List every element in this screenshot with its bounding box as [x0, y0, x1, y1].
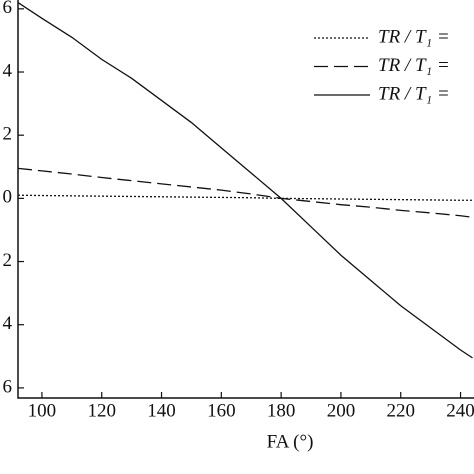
legend-label: TR / T₁ =	[378, 26, 450, 47]
x-tick-label: 160	[207, 400, 236, 421]
y-tick-label: 6	[3, 376, 13, 397]
y-tick-label: 4	[3, 313, 13, 334]
series-line	[17, 1, 473, 359]
x-tick-label: 200	[327, 400, 356, 421]
x-tick-label: 220	[386, 400, 415, 421]
x-tick-label: 240	[446, 400, 474, 421]
y-tick-label: 0	[3, 187, 13, 208]
x-tick-label: 140	[147, 400, 176, 421]
x-axis-label: FA (°)	[267, 431, 314, 452]
series-line	[17, 167, 473, 218]
x-tick-label: 180	[267, 400, 296, 421]
legend-label: TR / T₁ =	[378, 55, 450, 76]
legend-label: TR / T₁ =	[378, 83, 450, 104]
y-tick-label: 2	[3, 250, 13, 271]
series-line	[17, 194, 473, 201]
legend-box	[305, 22, 474, 112]
y-tick-label: 6	[3, 0, 13, 18]
x-tick-label: 100	[28, 400, 57, 421]
x-tick-label: 120	[87, 400, 116, 421]
y-tick-label: 2	[3, 124, 13, 145]
y-tick-label: 4	[3, 60, 13, 81]
